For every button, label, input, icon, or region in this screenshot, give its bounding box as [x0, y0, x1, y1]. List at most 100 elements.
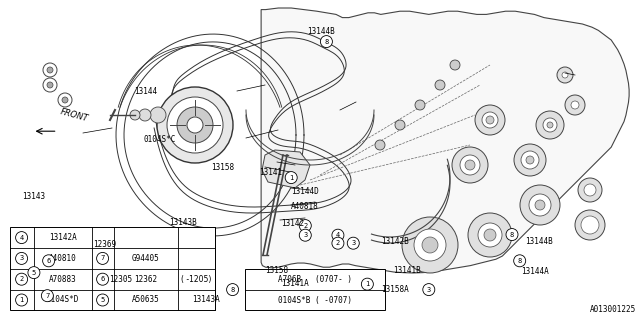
Circle shape — [468, 213, 512, 257]
Circle shape — [43, 63, 57, 77]
Text: ( -1205): ( -1205) — [181, 275, 211, 284]
Circle shape — [139, 109, 151, 121]
Circle shape — [332, 229, 344, 241]
Text: A50635: A50635 — [132, 295, 159, 305]
Circle shape — [285, 172, 297, 184]
Text: A40810: A40810 — [49, 254, 76, 263]
Circle shape — [402, 217, 458, 273]
Circle shape — [97, 294, 109, 306]
Circle shape — [452, 147, 488, 183]
Circle shape — [423, 284, 435, 296]
Bar — [244, 269, 385, 310]
Circle shape — [15, 294, 28, 306]
Text: 13144D: 13144D — [291, 188, 319, 196]
Circle shape — [514, 255, 525, 267]
Circle shape — [482, 112, 498, 128]
Circle shape — [395, 120, 405, 130]
Circle shape — [571, 101, 579, 109]
Text: 13142B: 13142B — [381, 237, 408, 246]
Circle shape — [475, 105, 505, 135]
Text: 3: 3 — [427, 287, 431, 292]
Text: 3: 3 — [19, 255, 24, 261]
Text: 1: 1 — [289, 175, 293, 180]
Circle shape — [187, 117, 203, 133]
Text: 13141B: 13141B — [394, 266, 421, 275]
Circle shape — [521, 151, 539, 169]
Circle shape — [557, 67, 573, 83]
Circle shape — [15, 232, 28, 244]
Circle shape — [529, 194, 551, 216]
Circle shape — [130, 110, 140, 120]
Text: A40818: A40818 — [291, 202, 319, 211]
Text: 13143B: 13143B — [170, 218, 197, 227]
Circle shape — [300, 229, 311, 241]
Text: 13142A: 13142A — [49, 233, 76, 242]
Text: 0104S*B ( -0707): 0104S*B ( -0707) — [278, 295, 351, 305]
Text: 13144B: 13144B — [307, 28, 335, 36]
Text: A706B   (0707- ): A706B (0707- ) — [278, 275, 351, 284]
Circle shape — [514, 144, 546, 176]
Text: A013001225: A013001225 — [589, 305, 636, 314]
Circle shape — [536, 111, 564, 139]
Circle shape — [375, 140, 385, 150]
Circle shape — [332, 237, 344, 249]
Circle shape — [58, 93, 72, 107]
Circle shape — [478, 223, 502, 247]
Text: 2: 2 — [336, 240, 340, 246]
Text: 13143A: 13143A — [192, 295, 220, 304]
Circle shape — [460, 155, 480, 175]
Polygon shape — [261, 8, 629, 273]
Text: 7: 7 — [45, 293, 49, 299]
Text: 8: 8 — [518, 258, 522, 264]
Circle shape — [42, 290, 53, 302]
Circle shape — [43, 78, 57, 92]
Circle shape — [581, 216, 599, 234]
Circle shape — [15, 273, 28, 285]
Circle shape — [415, 100, 425, 110]
Circle shape — [43, 255, 54, 267]
Circle shape — [97, 273, 109, 285]
Circle shape — [321, 36, 332, 48]
Text: 12369: 12369 — [93, 240, 116, 249]
Circle shape — [543, 118, 557, 132]
Text: 13158: 13158 — [266, 266, 289, 275]
Text: 8: 8 — [510, 232, 514, 237]
Circle shape — [435, 80, 445, 90]
Text: 13144B: 13144B — [525, 237, 552, 246]
Text: 6: 6 — [47, 258, 51, 264]
Circle shape — [300, 220, 311, 232]
Circle shape — [177, 107, 213, 143]
Text: 12362: 12362 — [134, 275, 157, 284]
Text: 1: 1 — [19, 297, 24, 303]
Text: 0104S*C: 0104S*C — [144, 135, 177, 144]
Text: 5: 5 — [100, 297, 105, 303]
Circle shape — [465, 160, 475, 170]
Bar — [10, 227, 214, 310]
Text: 4: 4 — [19, 235, 24, 241]
Circle shape — [578, 178, 602, 202]
Circle shape — [575, 210, 605, 240]
Text: 13143: 13143 — [22, 192, 45, 201]
Text: A70883: A70883 — [49, 275, 76, 284]
Text: 3: 3 — [303, 232, 307, 238]
Circle shape — [526, 156, 534, 164]
Circle shape — [362, 278, 373, 290]
Text: 2: 2 — [19, 276, 24, 282]
Text: 13144: 13144 — [134, 87, 157, 96]
Text: 8: 8 — [324, 39, 328, 44]
Circle shape — [520, 185, 560, 225]
Text: 0104S*D: 0104S*D — [47, 295, 79, 305]
Polygon shape — [262, 150, 310, 188]
Circle shape — [584, 184, 596, 196]
Text: 3: 3 — [351, 240, 355, 246]
Circle shape — [15, 252, 28, 264]
Text: 13158: 13158 — [211, 164, 234, 172]
Text: 13144A: 13144A — [522, 268, 549, 276]
Text: 5: 5 — [32, 270, 36, 276]
Circle shape — [565, 95, 585, 115]
Text: 8: 8 — [230, 287, 235, 292]
Circle shape — [227, 284, 239, 296]
Circle shape — [47, 67, 53, 73]
Text: 13158A: 13158A — [381, 285, 408, 294]
Circle shape — [28, 267, 40, 279]
